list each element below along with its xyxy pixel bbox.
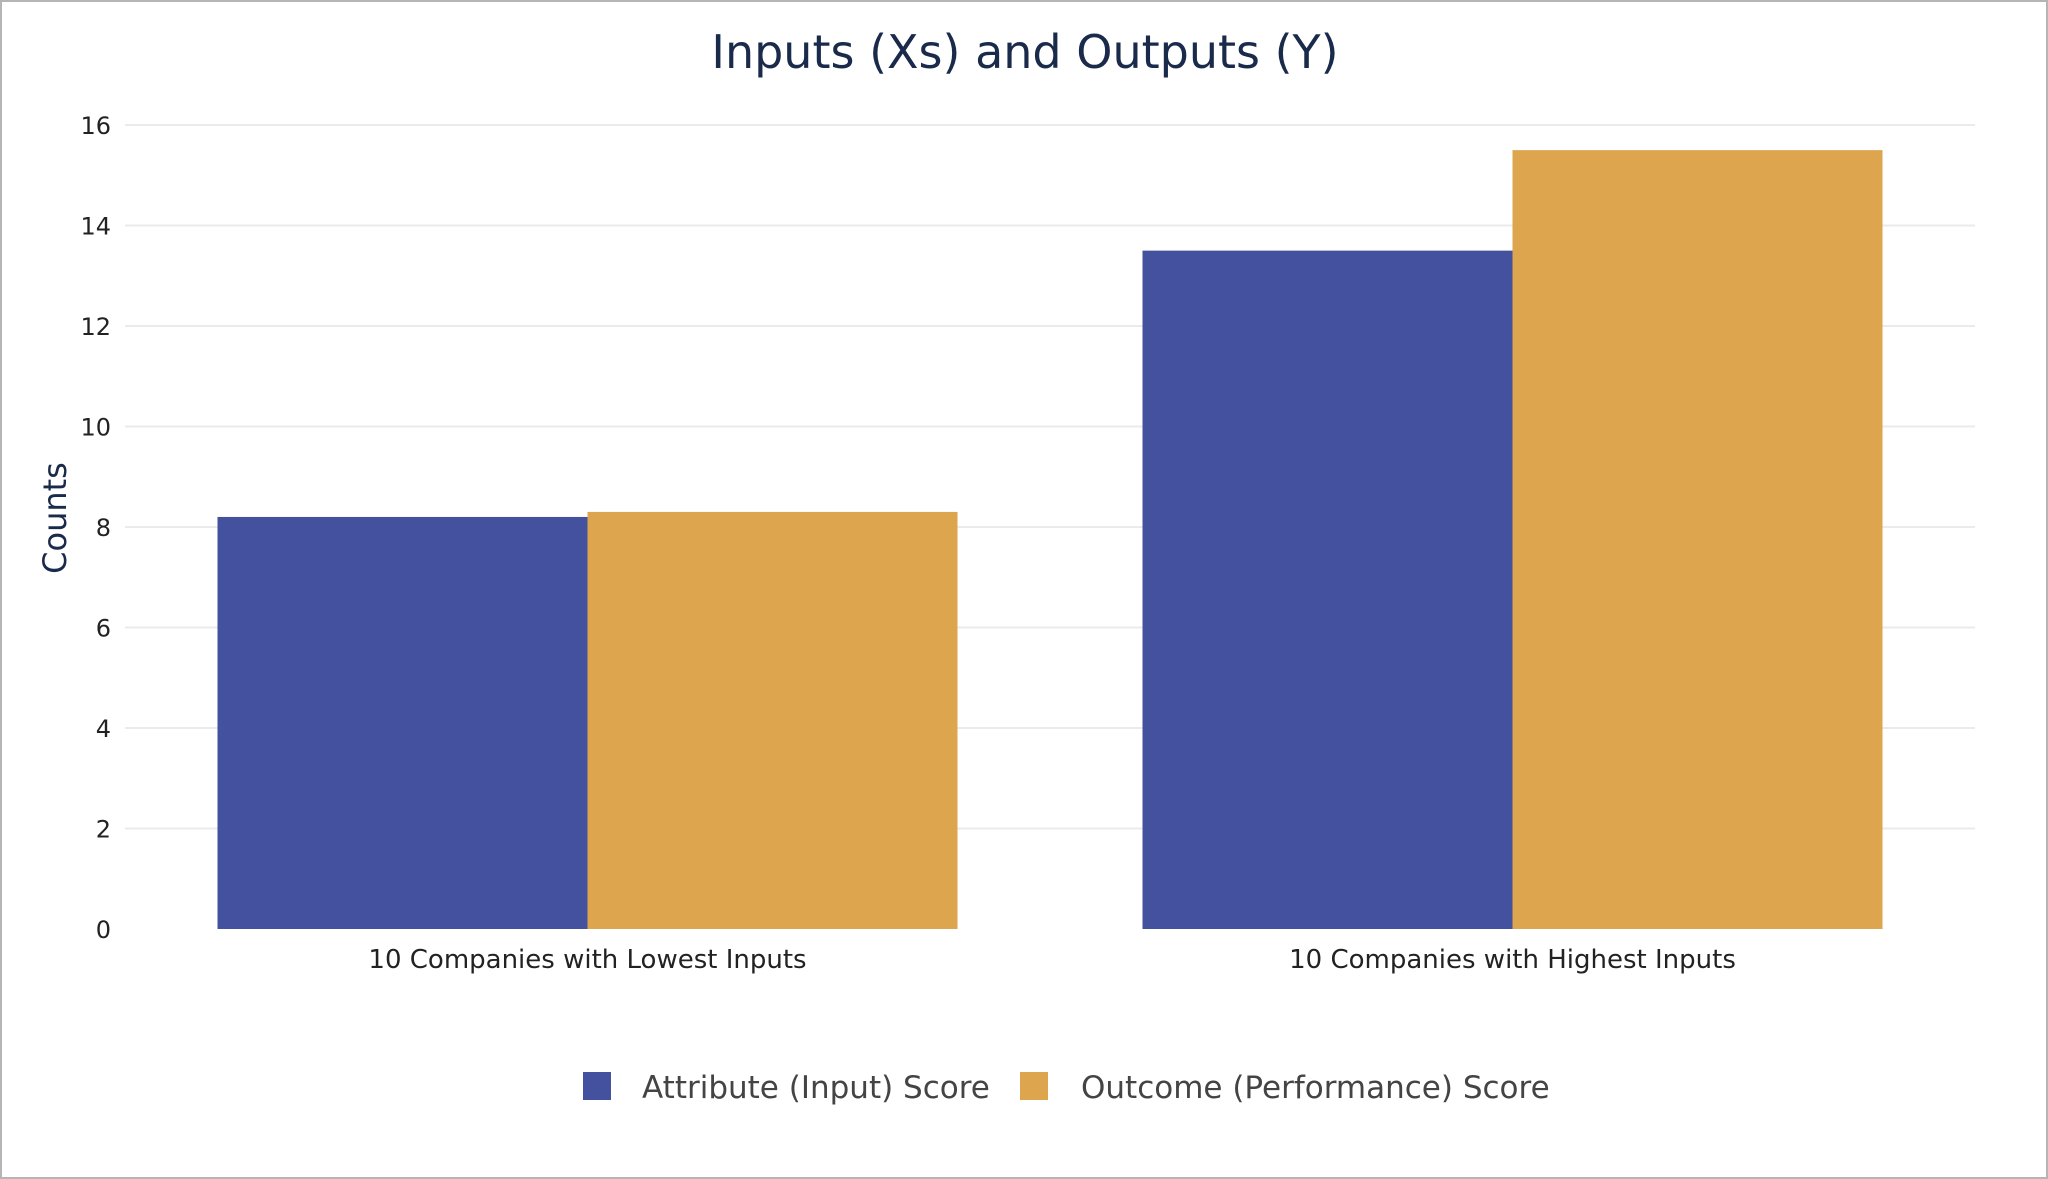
y-tick-label: 8 bbox=[96, 514, 111, 542]
y-axis-label: Counts bbox=[36, 462, 74, 574]
legend-label: Outcome (Performance) Score bbox=[1081, 1070, 1550, 1106]
y-tick-label: 14 bbox=[80, 213, 111, 241]
x-tick-label: 10 Companies with Lowest Inputs bbox=[368, 945, 806, 975]
legend-swatch bbox=[1020, 1072, 1048, 1100]
y-tick-label: 6 bbox=[96, 615, 111, 643]
chart-title: Inputs (Xs) and Outputs (Y) bbox=[711, 25, 1338, 79]
bar-outcome-0 bbox=[587, 511, 958, 929]
legend-item[interactable]: Outcome (Performance) Score bbox=[1020, 1070, 1550, 1106]
y-tick-label: 12 bbox=[80, 313, 111, 341]
y-tick-label: 10 bbox=[80, 414, 111, 442]
y-tick-label: 2 bbox=[96, 816, 111, 844]
y-tick-label: 16 bbox=[80, 112, 111, 140]
y-tick-label: 4 bbox=[96, 715, 111, 743]
y-tick-label: 0 bbox=[96, 916, 111, 944]
bar-attribute-0 bbox=[217, 516, 588, 929]
bar-outcome-1 bbox=[1512, 150, 1883, 929]
x-tick-label: 10 Companies with Highest Inputs bbox=[1289, 945, 1736, 975]
legend-label: Attribute (Input) Score bbox=[642, 1070, 990, 1106]
legend-item[interactable]: Attribute (Input) Score bbox=[583, 1070, 990, 1106]
legend-swatch bbox=[583, 1072, 611, 1100]
bar-attribute-1 bbox=[1142, 250, 1513, 929]
